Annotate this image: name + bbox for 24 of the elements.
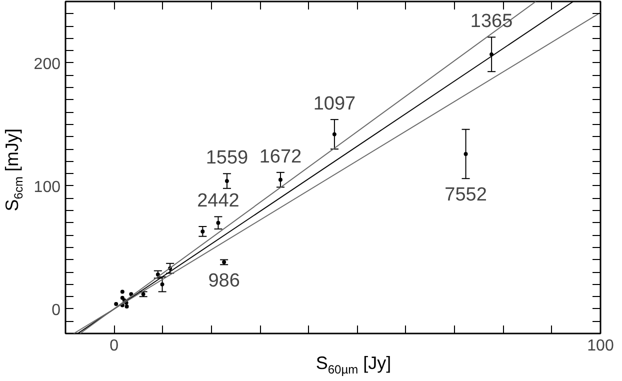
annotation: 1365 (470, 11, 513, 32)
point (124, 304, 129, 308)
y-tick-label: 100 (34, 178, 61, 196)
annotation: 986 (208, 270, 240, 292)
point (129, 292, 134, 296)
y-tick-label: 0 (52, 302, 61, 319)
point (120, 296, 124, 300)
annotation: 7552 (444, 184, 487, 206)
y-tick-label: 200 (34, 56, 61, 73)
annotation: 1097 (313, 94, 356, 115)
annotation: 2442 (197, 190, 240, 212)
point (224, 179, 229, 184)
point (120, 290, 124, 294)
annotation: 1672 (259, 146, 302, 168)
annotation: 1559 (206, 148, 248, 169)
x-axis-title: S$_{60µm}$ [Jy] (316, 353, 392, 379)
point (464, 152, 468, 156)
point (200, 229, 205, 234)
point (156, 272, 160, 276)
point (160, 282, 164, 286)
point (278, 178, 282, 182)
point (216, 220, 220, 225)
point (114, 302, 118, 306)
point (332, 132, 336, 136)
